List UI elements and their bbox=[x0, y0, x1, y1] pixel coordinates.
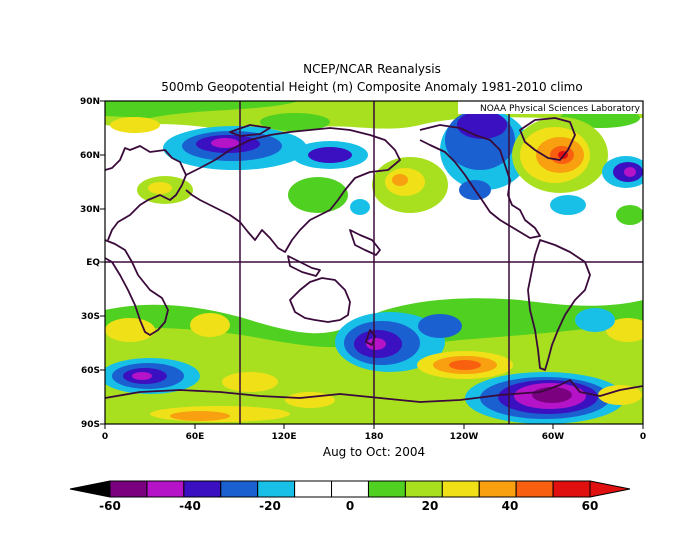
colorbar-low-end bbox=[69, 480, 111, 498]
colorbar-cell bbox=[441, 480, 480, 498]
europe-positive-core bbox=[148, 182, 172, 194]
atlantic-east-green bbox=[616, 205, 643, 225]
arctic-yellow-west bbox=[110, 117, 160, 133]
colorbar-tick-label: 60 bbox=[582, 499, 599, 513]
canada-low-inner bbox=[457, 111, 507, 139]
east-asia-low-inner bbox=[308, 147, 352, 163]
colorbar-cell bbox=[109, 480, 148, 498]
arctic-green bbox=[105, 101, 300, 118]
title-line-1: NCEP/NCAR Reanalysis bbox=[303, 62, 441, 76]
spac-positive-core bbox=[449, 360, 481, 370]
coast-new-guinea bbox=[349, 229, 381, 256]
lat-tick-label: 60S bbox=[81, 366, 100, 376]
coast-africa bbox=[105, 239, 169, 336]
coast-indonesia bbox=[287, 255, 321, 277]
lat-tick-label: 90S bbox=[81, 420, 100, 430]
colorbar-cell bbox=[220, 480, 259, 498]
sindian-low-core bbox=[132, 372, 152, 380]
south-indian-positive bbox=[190, 313, 230, 337]
colorbar-high-end bbox=[589, 480, 631, 498]
lat-tick-label: 30S bbox=[81, 312, 100, 322]
lat-tick-label: 60N bbox=[80, 151, 100, 161]
colorbar-tick-label: 40 bbox=[502, 499, 519, 513]
title-line-2: 500mb Geopotential Height (m) Composite … bbox=[161, 80, 582, 94]
coastlines bbox=[105, 117, 643, 403]
lon-tick-label: 60W bbox=[542, 432, 565, 442]
spac-low-core bbox=[366, 338, 386, 350]
lat-tick-label: EQ bbox=[86, 258, 100, 268]
weddell-positive bbox=[598, 385, 642, 405]
coast-arctic-islands bbox=[229, 124, 271, 137]
spac-low-east bbox=[418, 314, 462, 338]
colorbar-cell bbox=[367, 480, 406, 498]
south-indian-positive-2 bbox=[222, 372, 278, 392]
credit-label: NOAA Physical Sciences Laboratory bbox=[480, 104, 641, 114]
coast-greenland bbox=[519, 117, 576, 161]
colorbar-tick-label: -40 bbox=[179, 499, 201, 513]
lon-tick-label: 180 bbox=[365, 432, 384, 442]
lat-axis: 90N 60N 30N EQ 30S 60S 90S bbox=[80, 97, 105, 430]
siberia-low-core bbox=[211, 138, 239, 148]
coast-south-america bbox=[527, 239, 591, 371]
colorbar-tick-label: -60 bbox=[99, 499, 121, 513]
europe-east-low-core bbox=[624, 167, 636, 177]
npac-positive-core bbox=[392, 174, 408, 186]
lon-tick-label: 0 bbox=[102, 432, 108, 442]
colorbar-cell bbox=[294, 480, 333, 498]
south-atlantic-small-low bbox=[575, 308, 615, 332]
colorbar-tick-label: 0 bbox=[346, 499, 354, 513]
colorbar-cell bbox=[552, 480, 591, 498]
colorbar-cell bbox=[515, 480, 554, 498]
colorbar-cell bbox=[331, 480, 369, 498]
colorbar: -60 -40 -20 0 20 40 60 bbox=[69, 480, 631, 513]
china-positive bbox=[288, 177, 348, 213]
colorbar-cells bbox=[109, 480, 591, 498]
coast-north-america bbox=[419, 124, 541, 239]
colorbar-cell bbox=[257, 480, 296, 498]
map-area: NOAA Physical Sciences Laboratory bbox=[105, 101, 643, 424]
antarctic-low-core bbox=[532, 387, 572, 403]
lon-axis: 0 60E 120E 180 120W 60W 0 bbox=[102, 424, 646, 442]
south-atlantic-positive bbox=[105, 318, 155, 342]
lat-tick-label: 90N bbox=[80, 97, 100, 107]
arctic-green-mid bbox=[260, 113, 330, 131]
colorbar-tick-label: -20 bbox=[259, 499, 281, 513]
credit-box bbox=[458, 101, 643, 114]
lon-tick-label: 120W bbox=[450, 432, 479, 442]
colorbar-cell bbox=[478, 480, 517, 498]
grid-lines bbox=[105, 101, 643, 424]
south-atlantic-east-positive bbox=[606, 318, 643, 342]
coast-australia bbox=[289, 277, 351, 323]
lon-tick-label: 0 bbox=[640, 432, 646, 442]
lat-tick-label: 30N bbox=[80, 205, 100, 215]
lon-tick-label: 60E bbox=[186, 432, 205, 442]
atlantic-small-low bbox=[550, 195, 586, 215]
colorbar-cell bbox=[146, 480, 185, 498]
east-antarctic-positive-core bbox=[170, 411, 230, 421]
colorbar-cell bbox=[183, 480, 222, 498]
pacific-small-low bbox=[350, 199, 370, 215]
lon-tick-label: 120E bbox=[272, 432, 297, 442]
colorbar-cell bbox=[404, 480, 443, 498]
period-label: Aug to Oct: 2004 bbox=[323, 445, 425, 459]
colorbar-tick-label: 20 bbox=[422, 499, 439, 513]
coast-antarctica bbox=[105, 379, 643, 403]
